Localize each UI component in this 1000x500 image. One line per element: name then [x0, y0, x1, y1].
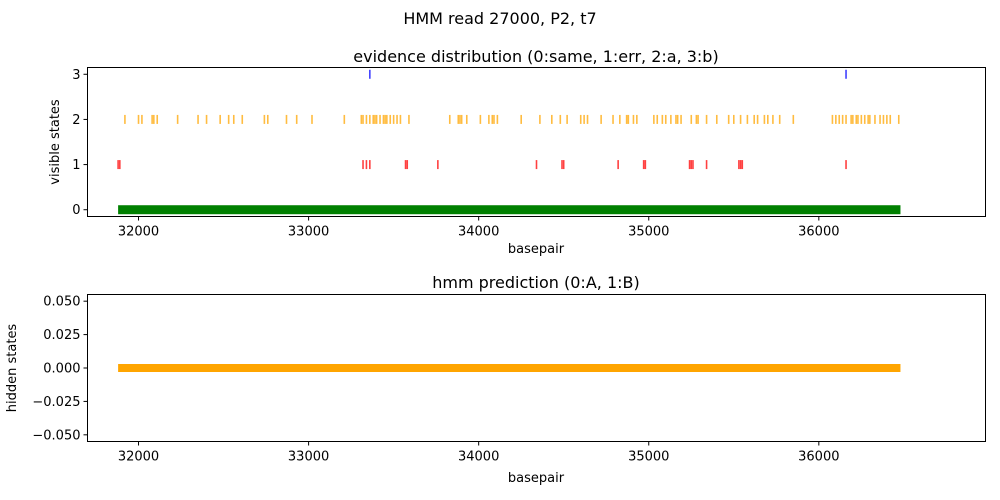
evidence-chart-frame	[87, 67, 986, 217]
x-tick-label: 36000	[798, 225, 839, 240]
x-tick-label: 34000	[458, 450, 499, 465]
y-tick-label: 0.025	[43, 328, 80, 343]
x-tick-label: 32000	[118, 450, 159, 465]
prediction-chart-title: hmm prediction (0:A, 1:B)	[432, 273, 639, 292]
prediction-chart-y-label: hidden states	[5, 324, 20, 413]
figure-title: HMM read 27000, P2, t7	[403, 9, 596, 28]
prediction-chart: hmm prediction (0:A, 1:B) 32000 33000 3400…	[5, 273, 986, 486]
evidence-chart: evidence distribution (0:same, 1:err, 2:…	[48, 47, 986, 257]
evidence-chart-x-ticks: 32000 33000 34000 35000 36000	[118, 216, 840, 240]
y-tick-label: 3	[72, 68, 80, 83]
x-tick-label: 33000	[288, 225, 329, 240]
x-tick-label: 34000	[458, 225, 499, 240]
state-0-band	[118, 205, 901, 215]
y-tick-label: −0.025	[32, 395, 80, 410]
y-tick-label: 1	[72, 158, 80, 173]
y-tick-label: −0.050	[32, 428, 80, 443]
prediction-chart-x-ticks: 32000 33000 34000 35000 36000	[118, 441, 840, 465]
y-tick-label: 0.000	[43, 362, 80, 377]
evidence-chart-y-ticks: 0 1 2 3	[72, 68, 88, 218]
x-tick-label: 32000	[118, 225, 159, 240]
evidence-chart-marks	[117, 69, 901, 215]
x-tick-label: 33000	[288, 450, 329, 465]
x-tick-label: 35000	[628, 225, 669, 240]
evidence-chart-title: evidence distribution (0:same, 1:err, 2:…	[353, 47, 718, 66]
evidence-chart-y-label: visible states	[48, 99, 63, 185]
prediction-chart-y-ticks: −0.050 −0.025 0.000 0.025 0.050	[32, 295, 88, 443]
evidence-chart-x-label: basepair	[508, 242, 565, 257]
x-tick-label: 35000	[628, 450, 669, 465]
y-tick-label: 0.050	[43, 295, 80, 310]
y-tick-label: 0	[72, 203, 80, 218]
x-tick-label: 36000	[798, 450, 839, 465]
prediction-chart-x-label: basepair	[508, 471, 565, 486]
y-tick-label: 2	[72, 113, 80, 128]
